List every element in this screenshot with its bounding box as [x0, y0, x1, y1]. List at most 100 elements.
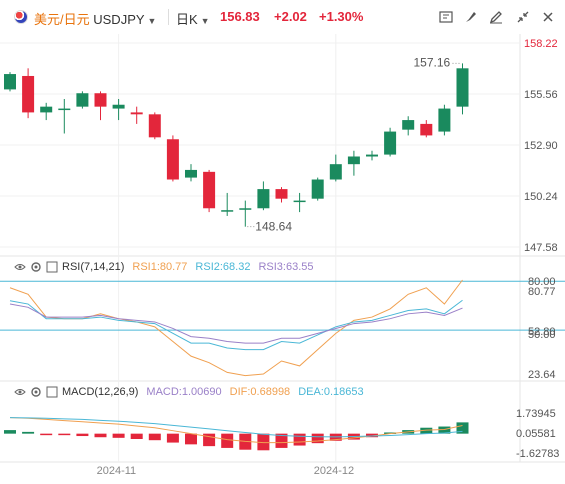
pencil-icon: [489, 11, 502, 24]
symbol-code: USDJPY: [93, 12, 145, 27]
macd-histogram-bar: [275, 433, 288, 448]
candle-body: [293, 200, 306, 203]
candle-body: [239, 208, 252, 210]
candle-body: [275, 189, 288, 199]
macd-histogram-bar: [166, 433, 179, 443]
rsi-tick-label: 80.77: [528, 286, 556, 298]
high-annotation: 157.16: [414, 55, 451, 69]
candle-body: [329, 164, 342, 180]
candle-body: [148, 114, 161, 138]
price-tick-label: 155.56: [524, 89, 558, 101]
close-icon: [543, 12, 553, 22]
price-change: +2.02: [274, 9, 307, 24]
candle-body: [366, 154, 378, 157]
macd-title: MACD(12,26,9) MACD:1.00690 DIF:0.68998 D…: [14, 386, 364, 398]
chevron-down-icon: ▼: [147, 16, 157, 26]
macd-histogram-bar: [148, 433, 161, 441]
macd-histogram-bar: [456, 422, 469, 434]
macd-histogram-bar: [366, 433, 378, 438]
rsi3-label: RSI3:63.55: [258, 261, 314, 273]
macd-histogram-bar: [22, 431, 35, 434]
dea-value-label: DEA:0.18653: [298, 386, 364, 398]
rsi-tick-label: 80.00: [528, 276, 556, 288]
candle-body: [130, 112, 143, 115]
price-axis: 158.22 155.56 152.90 150.24 147.58 2024-11 202…: [97, 38, 558, 477]
compress-button[interactable]: [513, 7, 533, 27]
macd-histogram-bar: [40, 433, 53, 436]
rsi1-line: [9, 279, 463, 377]
macd-histogram-bar: [76, 433, 89, 437]
candle-body: [40, 106, 53, 113]
macd-histogram-bar: [130, 433, 143, 440]
candle-body: [76, 93, 89, 107]
panel-icon[interactable]: [46, 386, 58, 398]
dif-line: [9, 417, 463, 444]
candle-body: [4, 74, 16, 90]
rsi3-line: [9, 303, 463, 344]
candle-body: [185, 169, 197, 178]
x-axis-label: 2024-12: [314, 465, 354, 477]
macd-histogram-bar: [311, 433, 324, 444]
eye-icon[interactable]: [14, 261, 26, 273]
rsi-title: RSI(7,14,21) RSI1:80.77 RSI2:68.32 RSI3:…: [14, 261, 314, 273]
macd-label: MACD(12,26,9): [62, 386, 139, 398]
rsi2-label: RSI2:68.32: [195, 261, 251, 273]
symbol-selector[interactable]: 美元/日元 USDJPY ▼: [34, 9, 156, 28]
macd-histogram-bar: [94, 433, 107, 438]
macd-tick-label: -1.62783: [516, 448, 559, 460]
macd-histogram-bar: [58, 433, 71, 436]
price-tick-label: 147.58: [524, 242, 558, 254]
low-annotation: 148.64: [255, 220, 292, 234]
compress-icon: [517, 11, 529, 23]
price-tick-label: 150.24: [524, 191, 558, 203]
macd-histogram-bar: [185, 433, 197, 445]
dea-line: [9, 417, 463, 438]
rsi-tick-label: 52.80: [528, 326, 556, 338]
brush-icon: [466, 12, 476, 22]
rsi-label: RSI(7,14,21): [62, 261, 125, 273]
macd-histogram-bar: [293, 433, 306, 446]
macd-panel: 1.73945 0.05581 -1.62783: [4, 408, 559, 460]
last-price: 156.83: [220, 9, 260, 24]
brush-button[interactable]: [461, 7, 481, 27]
candle-body: [94, 93, 107, 107]
candle-body: [347, 156, 360, 165]
candle-body: [221, 210, 234, 212]
macd-histogram-bar: [438, 426, 451, 434]
drawing-toolbar-icon: [439, 11, 453, 23]
price-change-pct: +1.30%: [319, 9, 364, 24]
macd-histogram-bar: [112, 433, 125, 438]
candle-body: [402, 120, 415, 130]
dif-value-label: DIF:0.68998: [229, 386, 291, 398]
settings-icon[interactable]: [30, 386, 42, 398]
period-label: 日K: [176, 12, 198, 27]
macd-histogram-bar: [221, 433, 234, 448]
eye-icon[interactable]: [14, 386, 26, 398]
period-selector[interactable]: 日K ▼: [176, 9, 210, 28]
rsi2-line: [9, 299, 463, 351]
settings-icon[interactable]: [30, 261, 42, 273]
panel-icon[interactable]: [46, 261, 58, 273]
x-axis-label: 2024-11: [97, 465, 137, 477]
candle-body: [420, 123, 433, 136]
candle-body: [58, 108, 71, 111]
candle-body: [311, 179, 324, 199]
price-tick-label: 152.90: [524, 140, 558, 152]
drawing-toolbar-button[interactable]: [436, 7, 456, 27]
macd-value-label: MACD:1.00690: [146, 386, 222, 398]
chart-toolbar: 美元/日元 USDJPY ▼ 日K ▼ 156.83 +2.02 +1.30%: [0, 0, 565, 34]
candle-body: [456, 68, 469, 107]
toolbar-divider: [168, 9, 169, 25]
pencil-button[interactable]: [486, 7, 506, 27]
candle-body: [257, 189, 270, 209]
candle-body: [203, 171, 216, 209]
symbol-name: 美元/日元: [34, 12, 90, 27]
macd-tick-label: 1.73945: [516, 408, 556, 420]
candle-body: [112, 104, 125, 109]
close-button[interactable]: [538, 7, 558, 27]
candle-body: [384, 131, 397, 155]
candle-body: [22, 75, 35, 113]
macd-histogram-bar: [420, 427, 433, 434]
candlestick-series: 157.16 148.64: [4, 55, 469, 234]
